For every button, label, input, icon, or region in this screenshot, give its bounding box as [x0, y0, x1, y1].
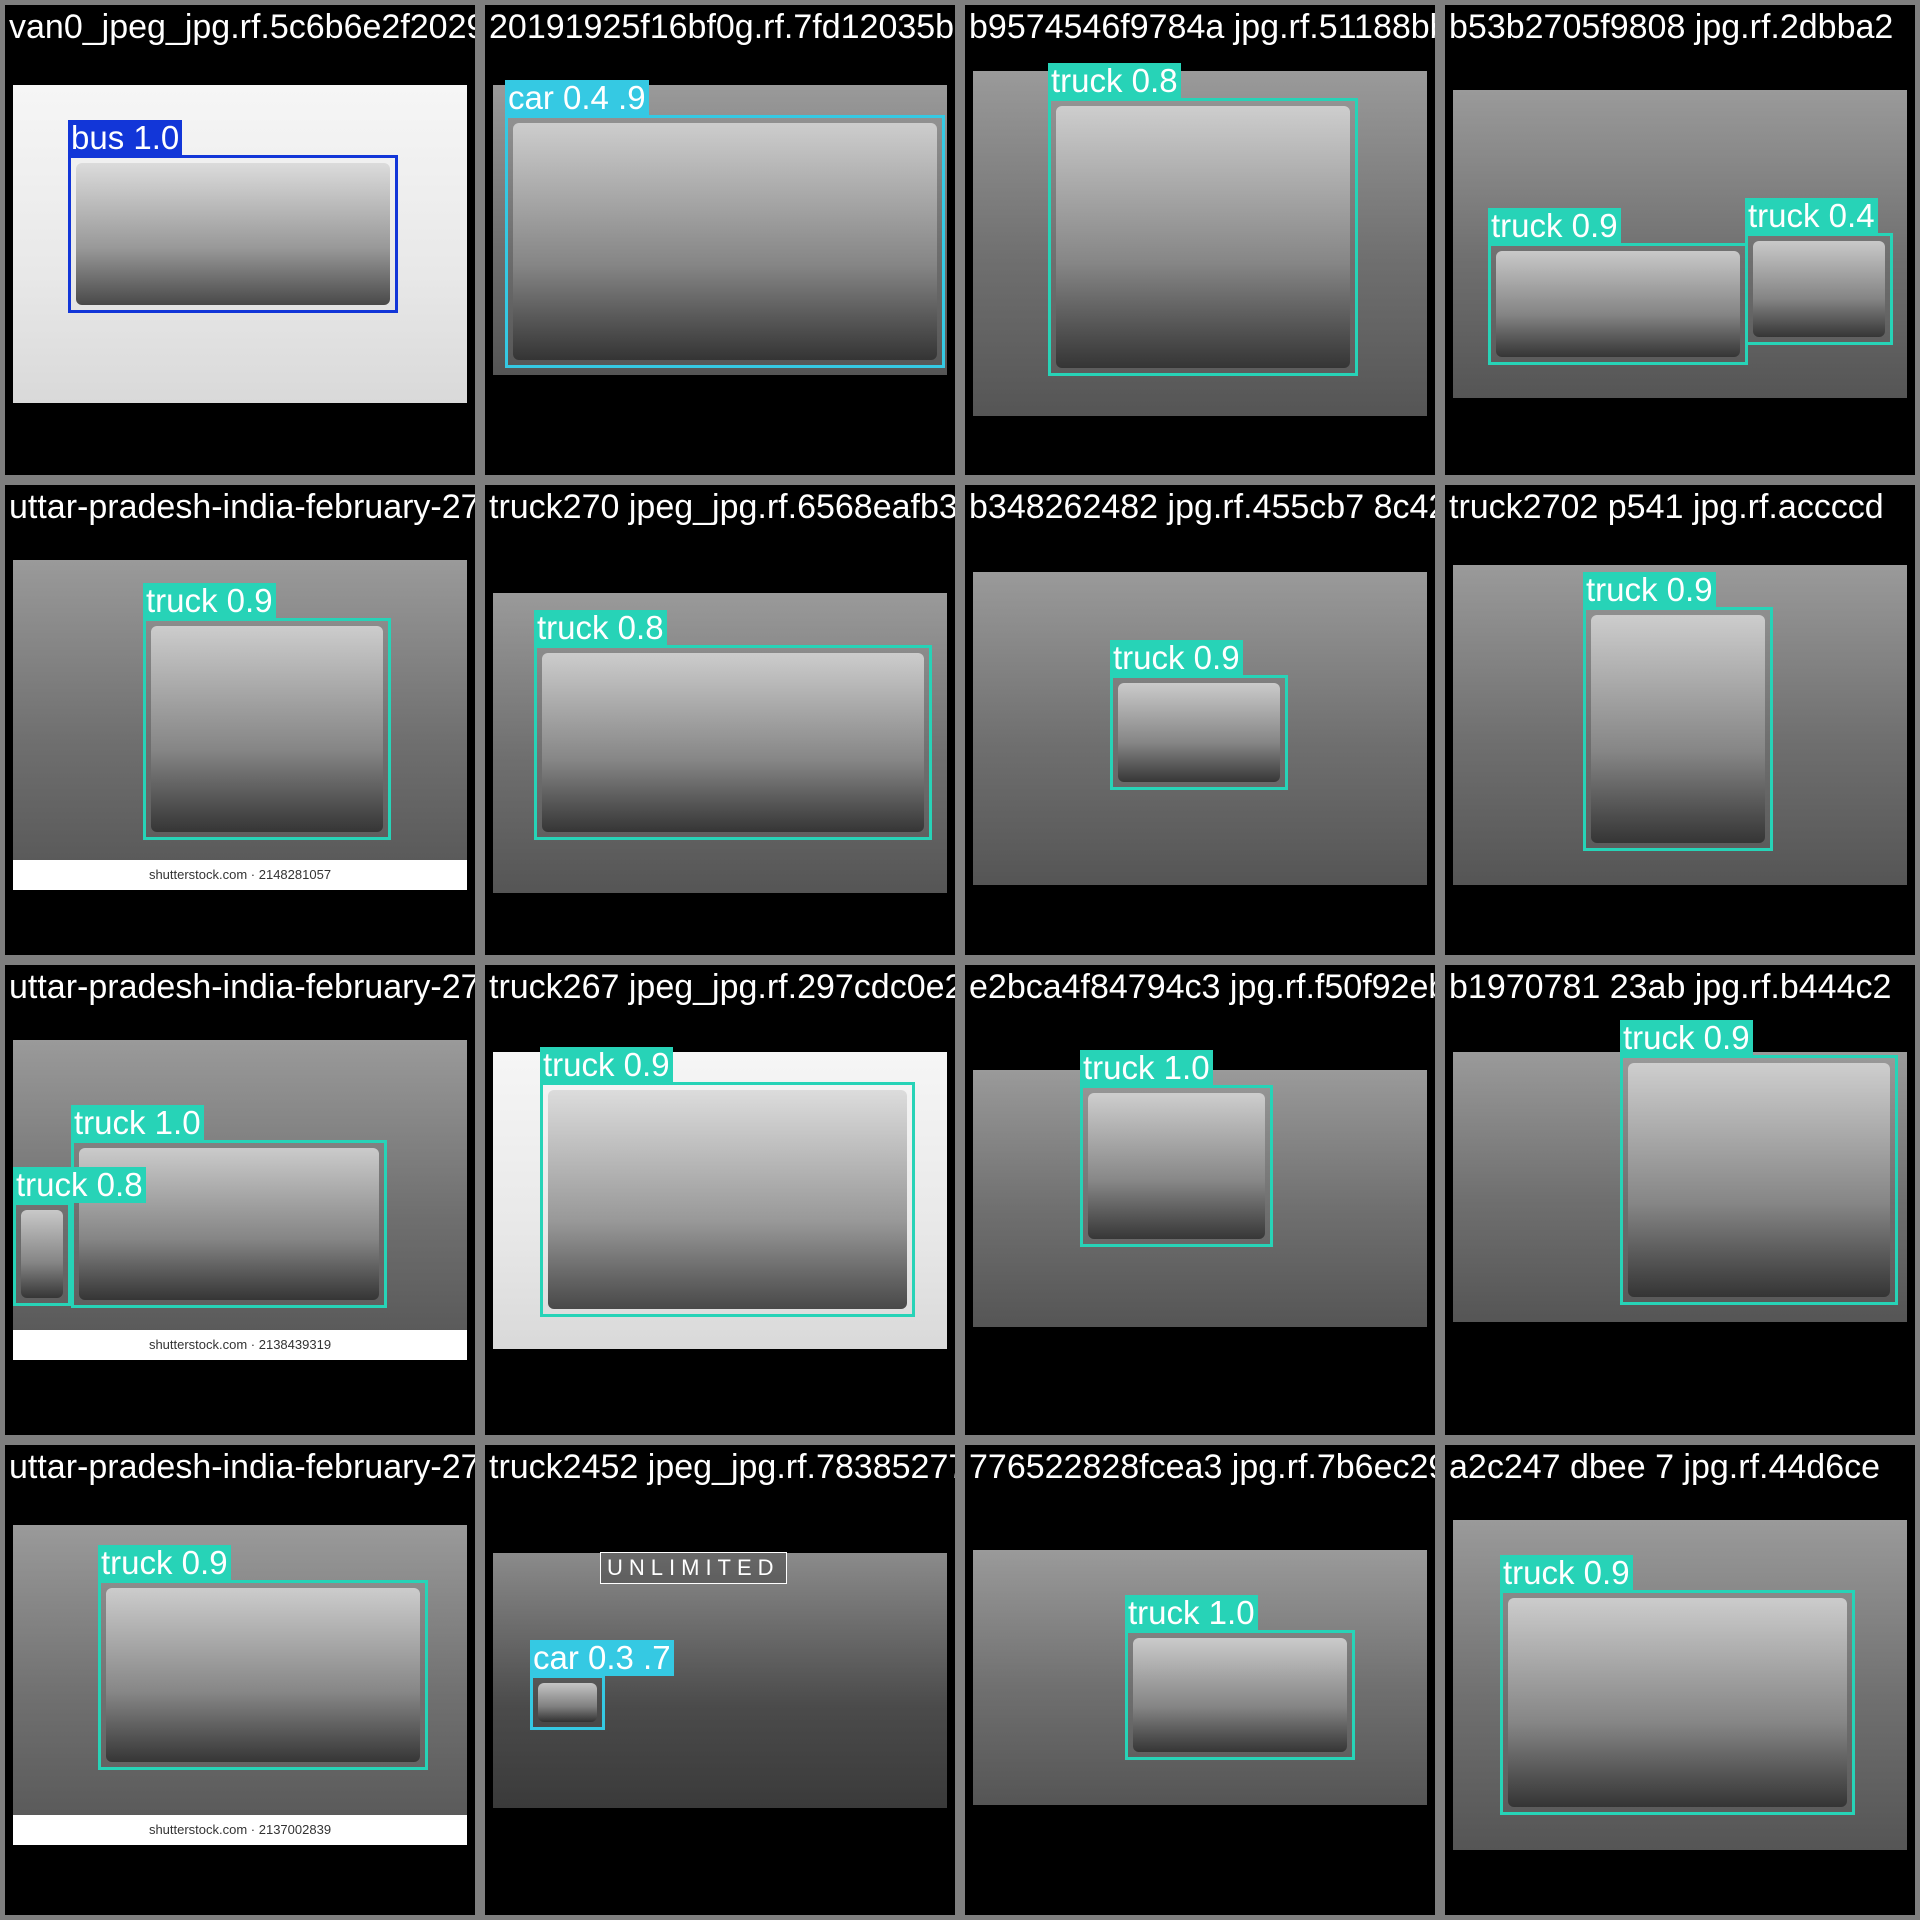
vehicle-shape — [1056, 106, 1350, 368]
detection-label: truck 0.9 — [98, 1545, 231, 1581]
vehicle-shape — [1591, 615, 1765, 843]
detection-label: truck 0.8 — [13, 1167, 146, 1203]
result-tile: truck267 jpeg_jpg.rf.297cdc0e2bca4f84794… — [485, 965, 955, 1435]
stock-watermark: shutterstock.com · 2138439319 — [13, 1330, 467, 1360]
result-tile: 776522828fcea3 jpg.rf.7b6ec29a2c247 dbee… — [965, 1445, 1435, 1915]
detection-label: truck 1.0 — [1080, 1050, 1213, 1086]
vehicle-shape — [76, 163, 390, 305]
result-tile: truck270 jpeg_jpg.rf.6568eafb348262482 j… — [485, 485, 955, 955]
image-logo: UNLIMITED — [600, 1552, 787, 1584]
bounding-box: truck 0.9 — [1488, 208, 1748, 365]
detection-label: truck 0.9 — [1488, 208, 1621, 244]
vehicle-shape — [1133, 1638, 1347, 1752]
vehicle-shape — [106, 1588, 420, 1762]
vehicle-shape — [1088, 1093, 1265, 1239]
detection-label: truck 0.9 — [1583, 572, 1716, 608]
detection-label: truck 0.9 — [540, 1047, 673, 1083]
bounding-box: car 0.3 .7 — [530, 1640, 674, 1730]
bounding-box: truck 1.0 — [1080, 1050, 1273, 1247]
vehicle-shape — [1508, 1598, 1847, 1807]
result-tile: 20191925f16bf0g.rf.7fd12035b9574546f9784… — [485, 5, 955, 475]
tile-filename: truck267 jpeg_jpg.rf.297cdc0e2bca4f84794… — [489, 968, 955, 1006]
bounding-box: truck 0.8 — [13, 1167, 146, 1306]
vehicle-shape — [542, 653, 924, 832]
bounding-box: truck 0.8 — [534, 610, 932, 840]
bounding-box: car 0.4 .9 — [505, 80, 945, 368]
tile-filename: van0_jpeg_jpg.rf.5c6b6e2f20291925f16bf0 — [9, 8, 475, 46]
tile-filename: truck2452 jpeg_jpg.rf.783852776522828fce… — [489, 1448, 955, 1486]
result-tile: e2bca4f84794c3 jpg.rf.f50f92eb1970781 23… — [965, 965, 1435, 1435]
vehicle-shape — [538, 1683, 597, 1722]
tile-filename: b9574546f9784a jpg.rf.51188bb53b2705f980… — [969, 8, 1435, 46]
result-tile: uttar-pradesh-india-february-27-2021-jpe… — [5, 1445, 475, 1915]
bounding-box: truck 0.9 — [143, 583, 391, 840]
detection-label: truck 1.0 — [71, 1105, 204, 1141]
result-tile: uttar-pradesh-india-february-27-2021-jpe… — [5, 965, 475, 1435]
vehicle-shape — [151, 626, 383, 832]
detection-label: truck 0.8 — [534, 610, 667, 646]
tile-filename: 20191925f16bf0g.rf.7fd12035b9574546f9784… — [489, 8, 955, 46]
bounding-box: truck 0.9 — [1500, 1555, 1855, 1815]
bounding-box: truck 1.0 — [71, 1105, 387, 1308]
result-tile: b9574546f9784a jpg.rf.51188bb53b2705f980… — [965, 5, 1435, 475]
result-tile: a2c247 dbee 7 jpg.rf.44d6ce truck 0.9 — [1445, 1445, 1915, 1915]
detection-label: truck 0.9 — [1500, 1555, 1633, 1591]
bounding-box: truck 0.9 — [1110, 640, 1288, 790]
tile-filename: truck2702 p541 jpg.rf.accccd — [1449, 488, 1884, 526]
tile-filename: uttar-pradesh-india-february-27-2021-jpe… — [9, 1448, 475, 1486]
stock-watermark: shutterstock.com · 2148281057 — [13, 860, 467, 890]
detection-label: car 0.4 .9 — [505, 80, 649, 116]
detection-label: car 0.3 .7 — [530, 1640, 674, 1676]
tile-filename: truck270 jpeg_jpg.rf.6568eafb348262482 j… — [489, 488, 955, 526]
result-tile: van0_jpeg_jpg.rf.5c6b6e2f20291925f16bf0b… — [5, 5, 475, 475]
bounding-box: truck 0.4 — [1745, 198, 1893, 345]
tile-filename: b348262482 jpg.rf.455cb7 8c42702 p541 — [969, 488, 1435, 526]
tile-filename: e2bca4f84794c3 jpg.rf.f50f92eb1970781 23… — [969, 968, 1435, 1006]
vehicle-shape — [513, 123, 937, 360]
tile-filename: a2c247 dbee 7 jpg.rf.44d6ce — [1449, 1448, 1881, 1486]
stock-watermark: shutterstock.com · 2137002839 — [13, 1815, 467, 1845]
detection-label: truck 0.9 — [1110, 640, 1243, 676]
bounding-box: truck 0.9 — [540, 1047, 915, 1317]
detection-label: truck 0.8 — [1048, 63, 1181, 99]
tile-filename: b53b2705f9808 jpg.rf.2dbba2 — [1449, 8, 1894, 46]
result-tile: uttar-pradesh-india-february-27-2021-jpe… — [5, 485, 475, 955]
vehicle-shape — [21, 1210, 63, 1298]
tile-filename: 776522828fcea3 jpg.rf.7b6ec29a2c247 dbee… — [969, 1448, 1435, 1486]
tile-filename: uttar-pradesh-india-february-27-2021-jpe… — [9, 488, 475, 526]
vehicle-shape — [1496, 251, 1740, 357]
tile-image — [493, 1553, 947, 1808]
bounding-box: bus 1.0 — [68, 120, 398, 313]
vehicle-shape — [1118, 683, 1280, 782]
result-tile: b1970781 23ab jpg.rf.b444c2 truck 0.9 — [1445, 965, 1915, 1435]
vehicle-shape — [1628, 1063, 1890, 1297]
result-tile: b348262482 jpg.rf.455cb7 8c42702 p541 tru… — [965, 485, 1435, 955]
bounding-box: truck 0.8 — [1048, 63, 1358, 376]
bounding-box: truck 0.9 — [1583, 572, 1773, 851]
detection-label: truck 0.9 — [143, 583, 276, 619]
vehicle-shape — [1753, 241, 1885, 337]
tile-filename: uttar-pradesh-india-february-27-2021-jpe… — [9, 968, 475, 1006]
result-tile: truck2702 p541 jpg.rf.accccd truck 0.9 — [1445, 485, 1915, 955]
bounding-box: truck 0.9 — [98, 1545, 428, 1770]
result-tile: truck2452 jpeg_jpg.rf.783852776522828fce… — [485, 1445, 955, 1915]
vehicle-shape — [548, 1090, 907, 1309]
tile-filename: b1970781 23ab jpg.rf.b444c2 — [1449, 968, 1892, 1006]
detection-label: truck 0.9 — [1620, 1020, 1753, 1056]
bounding-box: truck 0.9 — [1620, 1020, 1898, 1305]
detection-label: bus 1.0 — [68, 120, 183, 156]
detection-label: truck 0.4 — [1745, 198, 1878, 234]
detection-label: truck 1.0 — [1125, 1595, 1258, 1631]
result-tile: b53b2705f9808 jpg.rf.2dbba2 truck 0.9 truc… — [1445, 5, 1915, 475]
bounding-box: truck 1.0 — [1125, 1595, 1355, 1760]
